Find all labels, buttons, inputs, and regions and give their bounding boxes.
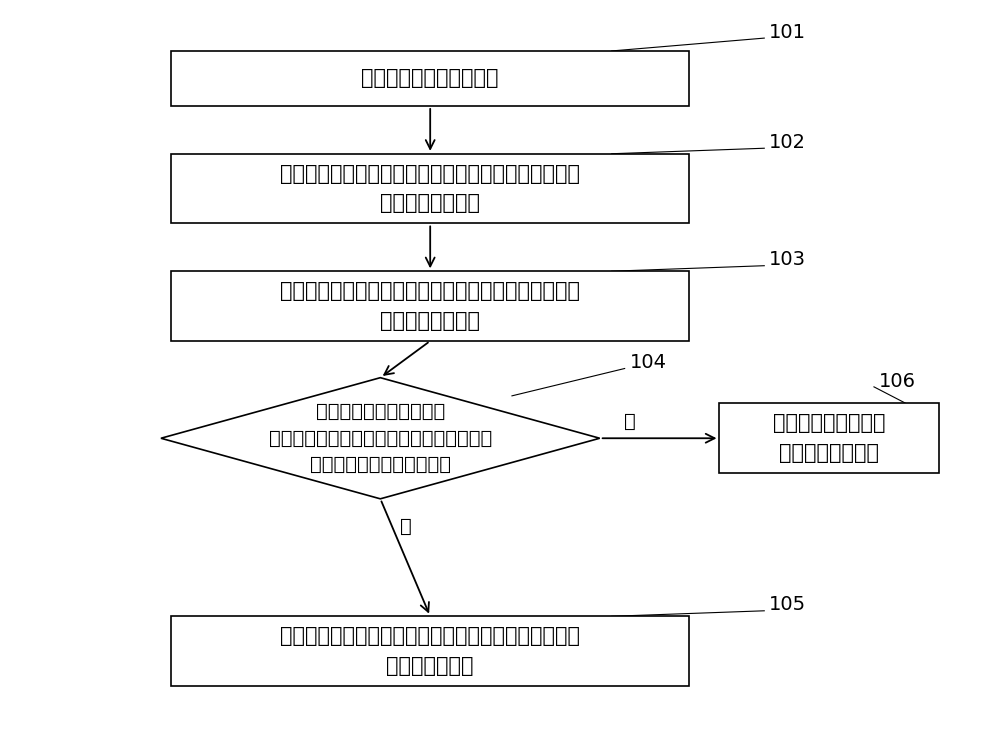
Text: 是: 是 (400, 517, 412, 537)
Text: 101: 101 (769, 23, 806, 42)
FancyBboxPatch shape (171, 51, 689, 106)
Text: 在融合节点将第一数据流和级别相同数据流融合，传输
融合后的数据流: 在融合节点将第一数据流和级别相同数据流融合，传输 融合后的数据流 (280, 626, 580, 676)
Text: 104: 104 (630, 353, 667, 372)
Text: 获取网络中的数据流信息: 获取网络中的数据流信息 (361, 69, 499, 88)
Text: 102: 102 (769, 133, 806, 152)
FancyBboxPatch shape (171, 154, 689, 223)
Text: 105: 105 (769, 595, 806, 615)
FancyBboxPatch shape (171, 616, 689, 686)
Text: 直接传输先到达融合
节点的第一数据流: 直接传输先到达融合 节点的第一数据流 (773, 413, 885, 463)
Text: 否: 否 (624, 412, 636, 431)
Text: 判断如果第一数据流在融
合节点等待级别相同数据流到达融合节点之
后，第一数据流是否能调度: 判断如果第一数据流在融 合节点等待级别相同数据流到达融合节点之 后，第一数据流是… (269, 402, 492, 474)
FancyBboxPatch shape (171, 271, 689, 341)
Text: 103: 103 (769, 251, 806, 270)
Text: 在路径重叠数据流中选取与第一数据流的关键级别相同
的级别相同数据流: 在路径重叠数据流中选取与第一数据流的关键级别相同 的级别相同数据流 (280, 282, 580, 331)
Text: 106: 106 (879, 371, 916, 391)
Text: 根据数据流信息在网络中确定与第一数据流的路径重叠
的路径重叠数据流: 根据数据流信息在网络中确定与第一数据流的路径重叠 的路径重叠数据流 (280, 164, 580, 214)
Polygon shape (161, 377, 600, 499)
FancyBboxPatch shape (719, 403, 939, 473)
